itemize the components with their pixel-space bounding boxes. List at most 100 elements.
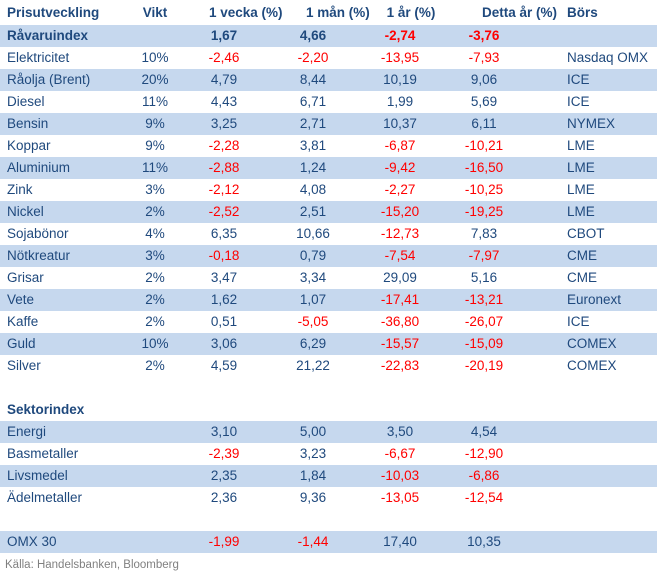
cell-y1: -7,54 (384, 248, 416, 263)
cell-m1: -5,05 (297, 314, 329, 329)
table-body: Råvaruindex 1,67 4,66 -2,74 -3,76 Elektricite… (0, 25, 666, 553)
cell-m1: 4,08 (299, 182, 327, 197)
cell-ytd: -19,25 (464, 204, 504, 219)
cell-bors: ICE (567, 94, 590, 109)
cell-y1: 29,09 (383, 270, 417, 285)
cell-bors (526, 531, 657, 553)
cell-bors: LME (567, 204, 595, 219)
cell-vikt: 2% (145, 292, 165, 307)
cell-y1: -13,05 (380, 490, 420, 505)
cell-w1: 4,43 (210, 94, 238, 109)
cell-m1: 1,07 (299, 292, 327, 307)
cell-m1: 2,71 (299, 116, 327, 131)
column-header-vikt: Vikt (142, 5, 168, 20)
cell-vikt: 2% (145, 270, 165, 285)
cell-vikt: 9% (145, 138, 165, 153)
cell-vikt: 9% (145, 116, 165, 131)
cell-w1: 2,35 (210, 468, 238, 483)
cell-label: Diesel (7, 94, 45, 109)
cell-m1: 8,44 (299, 72, 327, 87)
table-row: Vete 2% 1,62 1,07 -17,41 -13,21 Euronext (0, 289, 657, 311)
cell-w1: 3,25 (210, 116, 238, 131)
cell-w1: 0,51 (210, 314, 238, 329)
cell-vikt: 2% (145, 358, 165, 373)
cell-y1: 10,37 (383, 116, 417, 131)
table-row: Grisar 2% 3,47 3,34 29,09 5,16 CME (0, 267, 657, 289)
cell-label: Zink (7, 182, 33, 197)
cell-bors: CBOT (567, 226, 605, 241)
cell-m1: 3,81 (299, 138, 327, 153)
cell-y1: -15,57 (380, 336, 420, 351)
cell-label: Guld (7, 336, 36, 351)
cell-vikt: 2% (145, 314, 165, 329)
table-row: Råolja (Brent) 20% 4,79 8,44 10,19 9,06 ICE (0, 69, 657, 91)
cell-y1: 10,19 (383, 72, 417, 87)
cell-bors: Nasdaq OMX (567, 50, 649, 65)
cell-m1: 1,24 (299, 160, 327, 175)
cell-w1: -2,46 (208, 50, 240, 65)
cell-y1: 3,50 (386, 424, 414, 439)
cell-y1: -13,95 (380, 50, 420, 65)
cell-ytd: 10,35 (467, 534, 501, 549)
cell-m1: 1,84 (299, 468, 327, 483)
cell-bors: ICE (567, 72, 590, 87)
cell-ytd: -10,21 (464, 138, 504, 153)
cell-label: Kaffe (7, 314, 39, 329)
cell-ytd: 6,11 (471, 116, 497, 131)
cell-m1: 3,34 (299, 270, 327, 285)
cell-ytd: -20,19 (464, 358, 504, 373)
table-row: Ädelmetaller 2,36 9,36 -13,05 -12,54 (0, 487, 657, 509)
table-row: Energi 3,10 5,00 3,50 4,54 (0, 421, 657, 443)
cell-bors: LME (567, 160, 595, 175)
cell-bors (526, 465, 657, 487)
cell-y1: -15,20 (380, 204, 420, 219)
cell-bors: LME (567, 138, 595, 153)
cell-bors (526, 443, 657, 465)
table-row: Råvaruindex 1,67 4,66 -2,74 -3,76 (0, 25, 657, 47)
cell-m1: 21,22 (296, 358, 330, 373)
cell-m1: 10,66 (296, 226, 330, 241)
cell-w1: -2,88 (208, 160, 240, 175)
table-row: Koppar 9% -2,28 3,81 -6,87 -10,21 LME (0, 135, 657, 157)
table-row: Elektricitet 10% -2,46 -2,20 -13,95 -7,93 Nasd… (0, 47, 657, 69)
cell-y1: -12,73 (380, 226, 420, 241)
cell-ytd: -6,86 (468, 468, 500, 483)
table-row: Livsmedel 2,35 1,84 -10,03 -6,86 (0, 465, 657, 487)
cell-bors: CME (567, 248, 597, 263)
cell-m1: 9,36 (299, 490, 327, 505)
cell-ytd: 7,83 (470, 226, 498, 241)
cell-label: Energi (7, 424, 47, 439)
cell-bors: ICE (567, 314, 590, 329)
cell-bors (526, 25, 657, 47)
cell-vikt: 3% (145, 248, 165, 263)
table-header-row: Prisutveckling Vikt 1 vecka (%) 1 mån (%… (0, 2, 657, 25)
cell-vikt: 11% (141, 160, 169, 175)
cell-y1: 17,40 (383, 534, 417, 549)
section-label-row: Sektorindex (0, 399, 657, 421)
cell-ytd: -7,93 (468, 50, 500, 65)
cell-m1: -1,44 (297, 534, 329, 549)
cell-bors: LME (567, 182, 595, 197)
cell-vikt (130, 465, 180, 487)
table-row: Guld 10% 3,06 6,29 -15,57 -15,09 COMEX (0, 333, 657, 355)
cell-y1: -6,87 (384, 138, 416, 153)
spacer-row (0, 377, 657, 399)
table-row: Silver 2% 4,59 21,22 -22,83 -20,19 COMEX (0, 355, 657, 377)
cell-vikt: 3% (145, 182, 165, 197)
table-row: Nickel 2% -2,52 2,51 -15,20 -19,25 LME (0, 201, 657, 223)
cell-label: Grisar (7, 270, 44, 285)
cell-ytd: 5,16 (470, 270, 498, 285)
cell-w1: 6,35 (210, 226, 238, 241)
cell-vikt (130, 531, 180, 553)
cell-bors (526, 487, 657, 509)
cell-y1: -6,67 (384, 446, 416, 461)
table-row: Aluminium 11% -2,88 1,24 -9,42 -16,50 LME (0, 157, 657, 179)
spacer-row (0, 509, 657, 531)
cell-label: Basmetaller (7, 446, 79, 461)
cell-y1: -2,74 (384, 28, 416, 43)
cell-label: Elektricitet (7, 50, 70, 65)
cell-bors: COMEX (567, 358, 617, 373)
table-row: Zink 3% -2,12 4,08 -2,27 -10,25 LME (0, 179, 657, 201)
cell-ytd: -15,09 (464, 336, 504, 351)
cell-y1: -9,42 (384, 160, 416, 175)
